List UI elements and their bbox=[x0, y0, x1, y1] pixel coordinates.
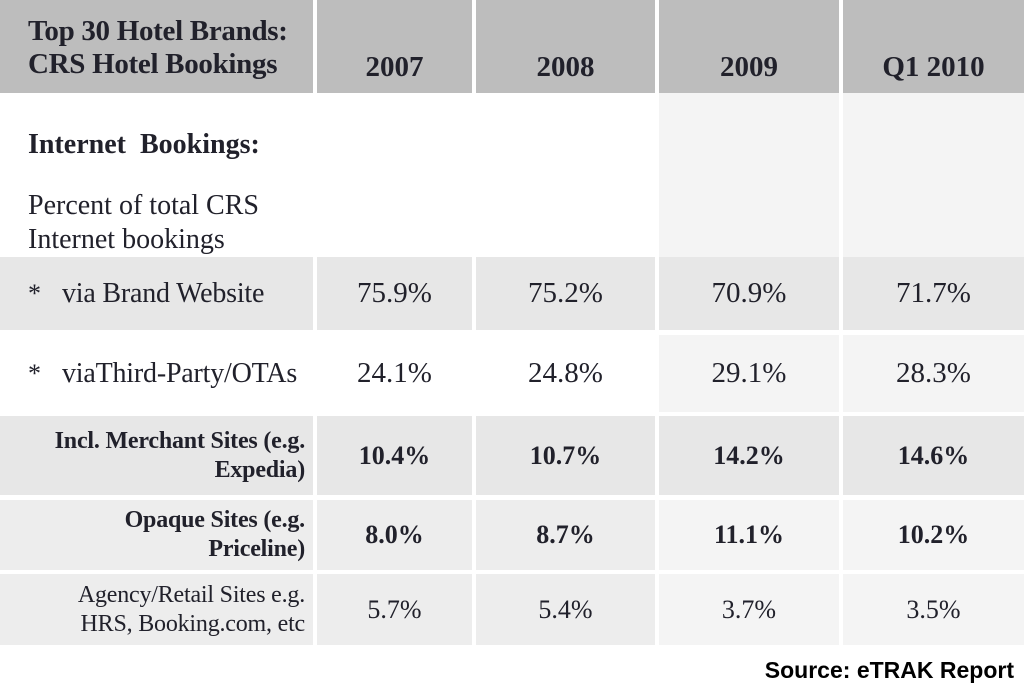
section-heading: Internet Bookings: bbox=[28, 129, 260, 160]
row-label-line1: Agency/Retail Sites e.g. bbox=[77, 581, 305, 608]
row-label: * via Brand Website bbox=[0, 257, 313, 330]
row-label-text: via Brand Website bbox=[62, 277, 265, 309]
footer-row: Source: eTRAK Report bbox=[0, 645, 1024, 699]
table-header-row: Top 30 Hotel Brands: CRS Hotel Bookings … bbox=[0, 0, 1024, 93]
row-label-line2: HRS, Booking.com, etc bbox=[80, 610, 306, 637]
data-cell: 24.1% bbox=[317, 335, 472, 412]
row-label-text: viaThird-Party/OTAs bbox=[62, 357, 298, 389]
row-label: Incl. Merchant Sites (e.g. Expedia) bbox=[0, 416, 313, 495]
table-row-third-party-otas: * viaThird-Party/OTAs 24.1% 24.8% 29.1% … bbox=[0, 335, 1024, 412]
data-cell: 14.6% bbox=[843, 416, 1024, 495]
table-row-agency-retail-sites: Agency/Retail Sites e.g. HRS, Booking.co… bbox=[0, 574, 1024, 645]
row-label: * viaThird-Party/OTAs bbox=[0, 335, 313, 412]
asterisk-bullet: * bbox=[28, 278, 41, 308]
row-label-line1: Opaque Sites (e.g. bbox=[124, 507, 306, 533]
data-cell: 10.2% bbox=[843, 500, 1024, 570]
data-cell: 11.1% bbox=[659, 500, 839, 570]
row-label-line1: Incl. Merchant Sites (e.g. bbox=[54, 427, 306, 454]
data-cell: 75.9% bbox=[317, 257, 472, 330]
data-cell: 3.5% bbox=[843, 574, 1024, 645]
table-title-line2: CRS Hotel Bookings bbox=[28, 48, 278, 80]
empty-cell bbox=[659, 93, 839, 257]
table-row-brand-website: * via Brand Website 75.9% 75.2% 70.9% 71… bbox=[0, 257, 1024, 330]
asterisk-bullet: * bbox=[28, 358, 41, 388]
section-subheading-line1: Percent of total CRS bbox=[28, 190, 259, 221]
section-row: Internet Bookings: Percent of total CRS … bbox=[0, 93, 1024, 257]
column-header-2008: 2008 bbox=[476, 0, 655, 93]
section-subheading: Percent of total CRS Internet bookings bbox=[28, 189, 313, 257]
table-row-merchant-sites: Incl. Merchant Sites (e.g. Expedia) 10.4… bbox=[0, 416, 1024, 495]
column-header-2009: 2009 bbox=[659, 0, 839, 93]
table-title: Top 30 Hotel Brands: CRS Hotel Bookings bbox=[0, 0, 313, 93]
data-cell: 70.9% bbox=[659, 257, 839, 330]
data-cell: 29.1% bbox=[659, 335, 839, 412]
section-label-cell: Internet Bookings: Percent of total CRS … bbox=[0, 93, 313, 257]
data-cell: 10.4% bbox=[317, 416, 472, 495]
table-row-opaque-sites: Opaque Sites (e.g. Priceline) 8.0% 8.7% … bbox=[0, 500, 1024, 570]
data-cell: 28.3% bbox=[843, 335, 1024, 412]
data-cell: 3.7% bbox=[659, 574, 839, 645]
data-cell: 5.4% bbox=[476, 574, 655, 645]
data-cell: 5.7% bbox=[317, 574, 472, 645]
empty-cell bbox=[843, 93, 1024, 257]
column-header-2007: 2007 bbox=[317, 0, 472, 93]
row-label: Agency/Retail Sites e.g. HRS, Booking.co… bbox=[0, 574, 313, 645]
source-note: Source: eTRAK Report bbox=[764, 657, 1014, 683]
row-label-line2: Priceline) bbox=[208, 536, 305, 562]
empty-cell bbox=[317, 93, 472, 257]
column-header-q1-2010: Q1 2010 bbox=[843, 0, 1024, 93]
table-title-line1: Top 30 Hotel Brands: bbox=[28, 15, 288, 47]
row-label: Opaque Sites (e.g. Priceline) bbox=[0, 500, 313, 570]
data-cell: 10.7% bbox=[476, 416, 655, 495]
data-cell: 8.7% bbox=[476, 500, 655, 570]
section-subheading-line2: Internet bookings bbox=[28, 224, 225, 255]
data-cell: 75.2% bbox=[476, 257, 655, 330]
data-cell: 14.2% bbox=[659, 416, 839, 495]
empty-cell bbox=[476, 93, 655, 257]
data-cell: 8.0% bbox=[317, 500, 472, 570]
data-cell: 71.7% bbox=[843, 257, 1024, 330]
data-cell: 24.8% bbox=[476, 335, 655, 412]
row-label-line2: Expedia) bbox=[214, 456, 306, 483]
